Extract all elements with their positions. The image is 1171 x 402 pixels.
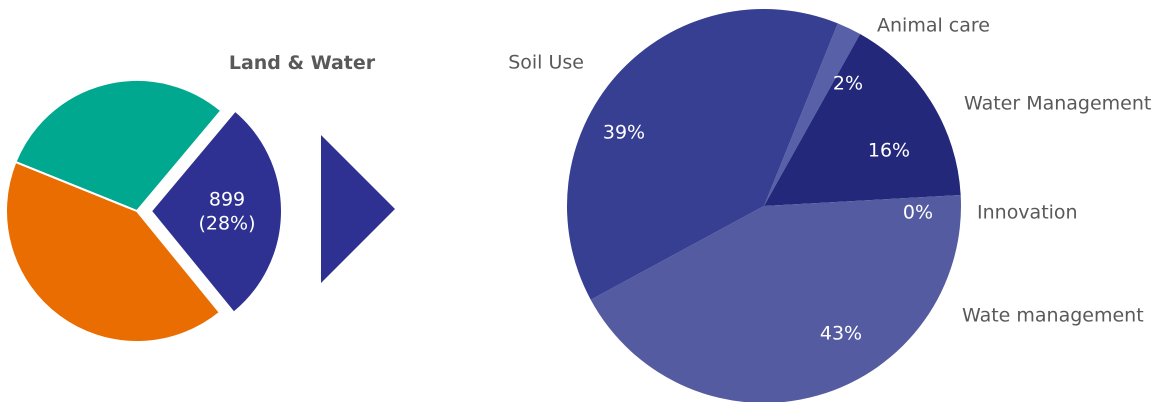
overview-slice-percent-label: (28%)	[198, 213, 255, 235]
overview-pie: 899(28%)	[5, 79, 283, 343]
overview-slice-0[interactable]	[149, 109, 283, 315]
detail-slice-category-label-1: Water Management	[964, 93, 1151, 115]
overview-slice-2[interactable]	[14, 79, 223, 213]
overview-slice-value-label: 899	[209, 189, 245, 211]
detail-pie: 2% Animal care 16% Water Management 0% Innova…	[508, 8, 1151, 402]
detail-slice-category-label-4: Soil Use	[508, 52, 584, 74]
detail-slice-4[interactable]	[566, 8, 838, 300]
detail-slice-percent-label-4: 39%	[603, 122, 645, 144]
selected-group-title: Land & Water	[229, 52, 376, 74]
detail-slice-percent-label-2: 0%	[903, 202, 933, 224]
drilldown-arrow	[321, 135, 395, 283]
detail-slice-category-label-2: Innovation	[977, 202, 1078, 224]
detail-slice-0[interactable]	[764, 23, 861, 207]
detail-slice-percent-label-0: 2%	[833, 73, 863, 95]
detail-slice-percent-label-3: 43%	[820, 323, 862, 345]
detail-slice-category-label-0: Animal care	[877, 15, 990, 37]
detail-slice-1[interactable]	[764, 34, 961, 206]
overview-slice-1[interactable]	[5, 160, 222, 343]
detail-slice-category-label-3: Wate management	[962, 305, 1144, 327]
detail-slice-percent-label-1: 16%	[868, 140, 910, 162]
detail-slice-3[interactable]	[590, 195, 961, 402]
